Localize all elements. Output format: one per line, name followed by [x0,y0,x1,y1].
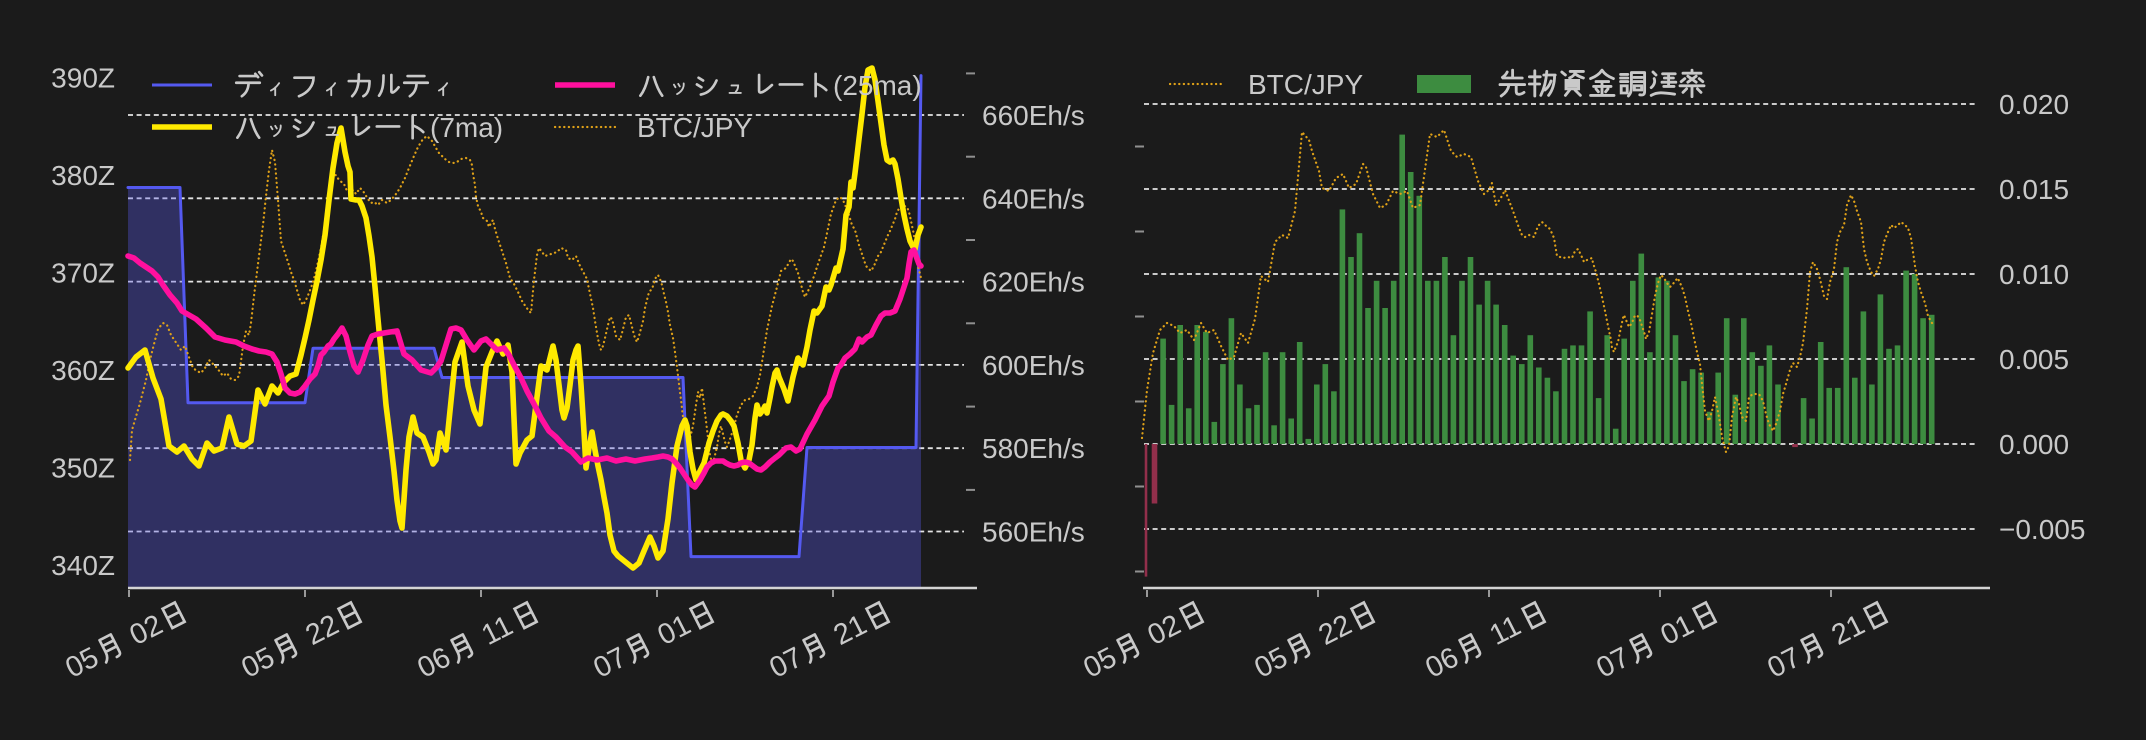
svg-text:(25ma): (25ma) [833,70,922,101]
svg-text:360Z: 360Z [51,355,115,386]
svg-text:600Eh/s: 600Eh/s [982,350,1085,381]
svg-text:0.020: 0.020 [1999,89,2069,120]
svg-text:0.015: 0.015 [1999,174,2069,205]
svg-text:350Z: 350Z [51,453,115,484]
svg-text:380Z: 380Z [51,160,115,191]
svg-text:620Eh/s: 620Eh/s [982,267,1085,298]
svg-text:(7ma): (7ma) [430,112,503,143]
svg-text:0.005: 0.005 [1999,344,2069,375]
svg-text:0.000: 0.000 [1999,429,2069,460]
svg-text:390Z: 390Z [51,63,115,94]
svg-text:−0.005: −0.005 [1999,514,2085,545]
svg-text:BTC/JPY: BTC/JPY [1248,69,1363,100]
svg-text:BTC/JPY: BTC/JPY [637,112,752,143]
svg-text:580Eh/s: 580Eh/s [982,433,1085,464]
svg-text:640Eh/s: 640Eh/s [982,183,1085,214]
svg-text:660Eh/s: 660Eh/s [982,100,1085,131]
svg-text:340Z: 340Z [51,550,115,581]
svg-text:370Z: 370Z [51,258,115,289]
svg-text:0.010: 0.010 [1999,259,2069,290]
svg-text:560Eh/s: 560Eh/s [982,517,1085,548]
